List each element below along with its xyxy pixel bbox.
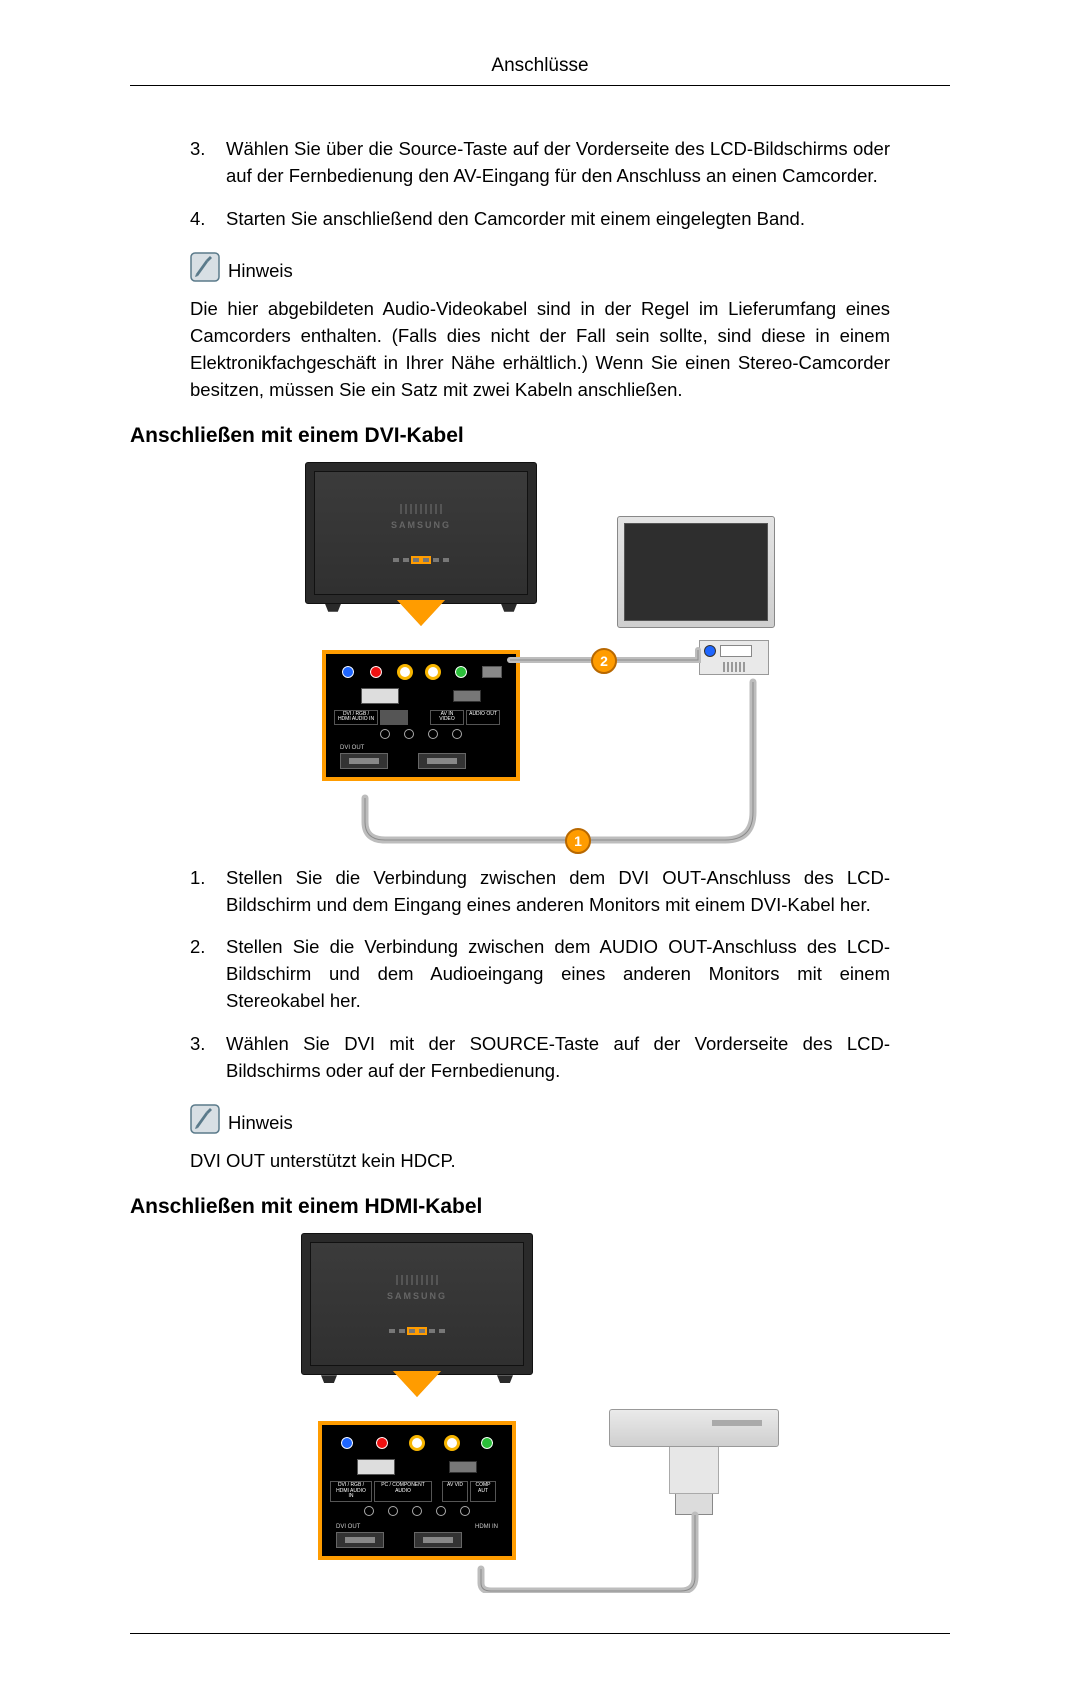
port-label: PC / COMPONENT AUDIO bbox=[374, 1481, 432, 1502]
page-header-title: Anschlüsse bbox=[130, 55, 950, 77]
header-rule bbox=[130, 85, 950, 86]
list-item: 1. Stellen Sie die Verbindung zwischen d… bbox=[190, 865, 890, 919]
note-heading: Hinweis bbox=[190, 252, 890, 282]
port-label: DVI OUT bbox=[334, 745, 508, 751]
hdmi-diagram: SAMSUNG bbox=[190, 1233, 890, 1593]
step-number: 4. bbox=[190, 206, 226, 233]
hdmi-diagram-inner: SAMSUNG bbox=[301, 1233, 779, 1593]
conn-box bbox=[361, 688, 399, 704]
side-panel bbox=[699, 640, 769, 675]
step-text: Starten Sie anschließend den Camcorder m… bbox=[226, 206, 890, 233]
steps-a: 3. Wählen Sie über die Source-Taste auf … bbox=[190, 136, 890, 232]
jack-green bbox=[479, 1435, 495, 1451]
port-label: AV VID bbox=[442, 1481, 468, 1502]
port-label: COMP AUT bbox=[470, 1481, 496, 1502]
note-a-text: Die hier abgebildeten Audio-Videokabel s… bbox=[190, 296, 890, 403]
dvi-diagram: SAMSUNG bbox=[190, 462, 890, 847]
monitor-second bbox=[617, 516, 775, 628]
jack-yellow bbox=[444, 1435, 460, 1451]
dvi-out-slot bbox=[336, 1532, 384, 1548]
step-text: Wählen Sie DVI mit der SOURCE-Taste auf … bbox=[226, 1031, 890, 1085]
note-label: Hinweis bbox=[228, 260, 293, 282]
brand-text: SAMSUNG bbox=[391, 520, 451, 530]
jack-yellow bbox=[397, 664, 413, 680]
conn-sm bbox=[449, 1461, 477, 1473]
note-b-text: DVI OUT unterstützt kein HDCP. bbox=[190, 1148, 890, 1175]
footer-rule bbox=[130, 1633, 950, 1634]
port-panel: DVI / RGB / HDMI AUDIO IN AV IN VIDEO AU… bbox=[322, 650, 520, 781]
port-panel: DVI / RGB / HDMI AUDIO IN PC / COMPONENT… bbox=[318, 1421, 516, 1560]
steps-b: 1. Stellen Sie die Verbindung zwischen d… bbox=[190, 865, 890, 1085]
list-item: 2. Stellen Sie die Verbindung zwischen d… bbox=[190, 934, 890, 1014]
list-item: 4. Starten Sie anschließend den Camcorde… bbox=[190, 206, 890, 233]
step-text: Stellen Sie die Verbindung zwischen dem … bbox=[226, 865, 890, 919]
jack-blue bbox=[340, 664, 356, 680]
aux-port bbox=[482, 666, 502, 678]
step-number: 2. bbox=[190, 934, 226, 1014]
jack-red bbox=[374, 1435, 390, 1451]
dvi-out-slot bbox=[340, 753, 388, 769]
jack-red bbox=[368, 664, 384, 680]
list-item: 3. Wählen Sie über die Source-Taste auf … bbox=[190, 136, 890, 190]
jack-blue bbox=[339, 1435, 355, 1451]
dvi-diagram-inner: SAMSUNG bbox=[305, 462, 775, 847]
step-text: Stellen Sie die Verbindung zwischen dem … bbox=[226, 934, 890, 1014]
content: 3. Wählen Sie über die Source-Taste auf … bbox=[130, 136, 950, 1593]
port-label: DVI / RGB / HDMI AUDIO IN bbox=[330, 1481, 372, 1502]
port-label bbox=[380, 710, 408, 725]
step-number: 3. bbox=[190, 1031, 226, 1085]
port-label: DVI / RGB / HDMI AUDIO IN bbox=[334, 710, 378, 725]
section-dvi-title: Anschließen mit einem DVI-Kabel bbox=[130, 424, 890, 448]
hdmi-in-slot bbox=[414, 1532, 462, 1548]
callout-2: 2 bbox=[591, 648, 617, 674]
list-item: 3. Wählen Sie DVI mit der SOURCE-Taste a… bbox=[190, 1031, 890, 1085]
page: Anschlüsse 3. Wählen Sie über die Source… bbox=[0, 0, 1080, 1702]
conn-box bbox=[357, 1459, 395, 1475]
step-number: 1. bbox=[190, 865, 226, 919]
note-label: Hinweis bbox=[228, 1112, 293, 1134]
monitor-main: SAMSUNG bbox=[305, 462, 537, 626]
monitor-main: SAMSUNG bbox=[301, 1233, 533, 1397]
brand-text: SAMSUNG bbox=[387, 1291, 447, 1301]
port-label: AV IN VIDEO bbox=[430, 710, 464, 725]
step-text: Wählen Sie über die Source-Taste auf der… bbox=[226, 136, 890, 190]
note-icon bbox=[190, 252, 220, 282]
conn-sm bbox=[453, 690, 481, 702]
hdmi-in-slot bbox=[418, 753, 466, 769]
note-icon bbox=[190, 1104, 220, 1134]
callout-1: 1 bbox=[565, 828, 591, 854]
jack-yellow bbox=[425, 664, 441, 680]
jack-yellow bbox=[409, 1435, 425, 1451]
step-number: 3. bbox=[190, 136, 226, 190]
note-heading: Hinweis bbox=[190, 1104, 890, 1134]
section-hdmi-title: Anschließen mit einem HDMI-Kabel bbox=[130, 1195, 890, 1219]
dvd-player bbox=[609, 1409, 779, 1515]
jack-green bbox=[453, 664, 469, 680]
port-label: AUDIO OUT bbox=[466, 710, 500, 725]
